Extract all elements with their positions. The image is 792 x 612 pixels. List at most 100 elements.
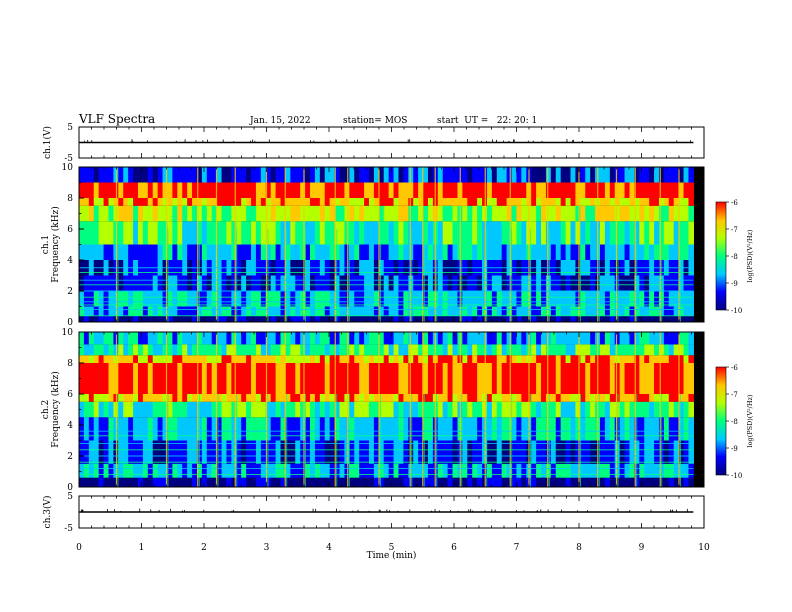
spectrogram-cell (192, 394, 198, 402)
spectrogram-cell (663, 401, 670, 418)
spectrogram-cell (373, 221, 380, 245)
spectrogram-cell (654, 167, 660, 183)
spectrogram-cell (541, 417, 547, 441)
spectrogram-cell (501, 244, 508, 260)
spectrogram-cell (590, 167, 596, 183)
spectrogram-cell (624, 275, 631, 291)
spectrogram-cell (501, 344, 508, 356)
spectrogram-cell (93, 440, 100, 464)
spectrogram-cell (108, 355, 115, 363)
spectrogram-cell (486, 244, 493, 260)
spectrogram-cell (221, 244, 228, 260)
spectrogram-cell (683, 306, 690, 316)
spectrogram-cell (368, 363, 375, 394)
spectrogram-cell (378, 167, 385, 183)
spectrogram-cell (142, 355, 149, 363)
spectrogram-cell (491, 306, 498, 316)
spectrogram-cell (182, 198, 188, 206)
spectrogram-cell (393, 291, 400, 307)
spectrogram-cell (585, 244, 591, 260)
spectrogram-cell (491, 275, 498, 291)
spectrogram-cell (305, 306, 311, 316)
spectrogram-cell (265, 167, 272, 183)
spectrogram-cell (624, 315, 631, 322)
spectrogram-cell (447, 394, 454, 402)
spectrogram-cell (162, 394, 169, 402)
spectrogram-cell (570, 291, 577, 307)
spectrogram-cell (373, 417, 380, 441)
spectrogram-cell (663, 477, 670, 487)
spectrogram-cell (373, 332, 380, 345)
spectrogram-cell (590, 332, 596, 345)
spectrogram-cell (275, 275, 282, 291)
spectrogram-cell (678, 401, 685, 418)
spectrogram-cell (108, 463, 115, 478)
spectrogram-cell (359, 401, 365, 418)
spectrogram-cell (639, 275, 645, 291)
spectrogram-cell (580, 221, 586, 245)
spectrogram-cell (334, 315, 341, 322)
spectrogram-cell (142, 363, 149, 394)
spectrogram-cell (270, 205, 277, 222)
spectrogram-cell (570, 477, 577, 487)
spectrogram-cell (649, 244, 655, 260)
spectrogram-cell (241, 275, 247, 291)
spectrogram-cell (246, 363, 252, 394)
spectrogram-cell (280, 167, 287, 183)
spectrogram-cell (373, 477, 380, 487)
spectrogram-cell (408, 363, 414, 394)
spectrogram-cell (442, 198, 449, 206)
spectrogram-cell (88, 291, 95, 307)
spectrogram-cell (211, 205, 218, 222)
spectrogram-cell (334, 344, 341, 356)
spectrogram-cell (290, 167, 296, 183)
spectrogram-cell (137, 440, 144, 464)
spectrogram-cell (570, 394, 577, 402)
start-time-label: start UT = 22: 20: 1 (437, 116, 537, 126)
spectrogram-cell (359, 394, 365, 402)
spectrogram-cell (364, 291, 370, 307)
spectrogram-cell (354, 401, 360, 418)
spectrogram-cell (295, 275, 301, 291)
spectrogram-cell (83, 355, 90, 363)
spectrogram-cell (688, 355, 694, 363)
spectrogram-cell (152, 221, 159, 245)
spectrogram-cell (565, 167, 572, 183)
spectrogram-cell (314, 417, 321, 441)
spectrogram-cell (118, 275, 124, 291)
spectrogram-cell (683, 205, 690, 222)
spectrogram-cell (354, 291, 360, 307)
spectrogram-cell (398, 306, 404, 316)
spectrogram-cell (609, 306, 616, 316)
spectrogram-cell (501, 332, 508, 345)
spectrogram-cell (368, 198, 375, 206)
spectrogram-cell (447, 221, 454, 245)
spectrogram-cell (467, 182, 473, 198)
spectrogram-cell (654, 440, 660, 464)
spectrogram-cell (452, 363, 459, 394)
spectrogram-cell (118, 182, 124, 198)
spectrogram-cell (182, 440, 188, 464)
spectrogram-cell (570, 306, 577, 316)
spectrogram-cell (418, 291, 424, 307)
spectrogram-cell (83, 463, 90, 478)
spectrogram-cell (418, 417, 424, 441)
spectrogram-cell (280, 332, 287, 345)
spectrogram-cell (496, 315, 503, 322)
spectrogram-cell (79, 221, 85, 245)
spectrogram-cell (246, 275, 252, 291)
spectrogram-cell (201, 440, 208, 464)
spectrogram-cell (192, 332, 198, 345)
spectrogram-cell (187, 291, 193, 307)
spectrogram-cell (98, 275, 105, 291)
spectrogram-cell (241, 332, 247, 345)
spectrogram-cell (275, 198, 282, 206)
spectrogram-cell (688, 440, 694, 464)
spectrogram-cell (368, 205, 375, 222)
spectrogram-cell (270, 401, 277, 418)
spectrogram-cell (285, 167, 291, 183)
spectrogram-cell (226, 401, 232, 418)
spectrogram-cell (157, 205, 164, 222)
spectrogram-cell (177, 463, 183, 478)
